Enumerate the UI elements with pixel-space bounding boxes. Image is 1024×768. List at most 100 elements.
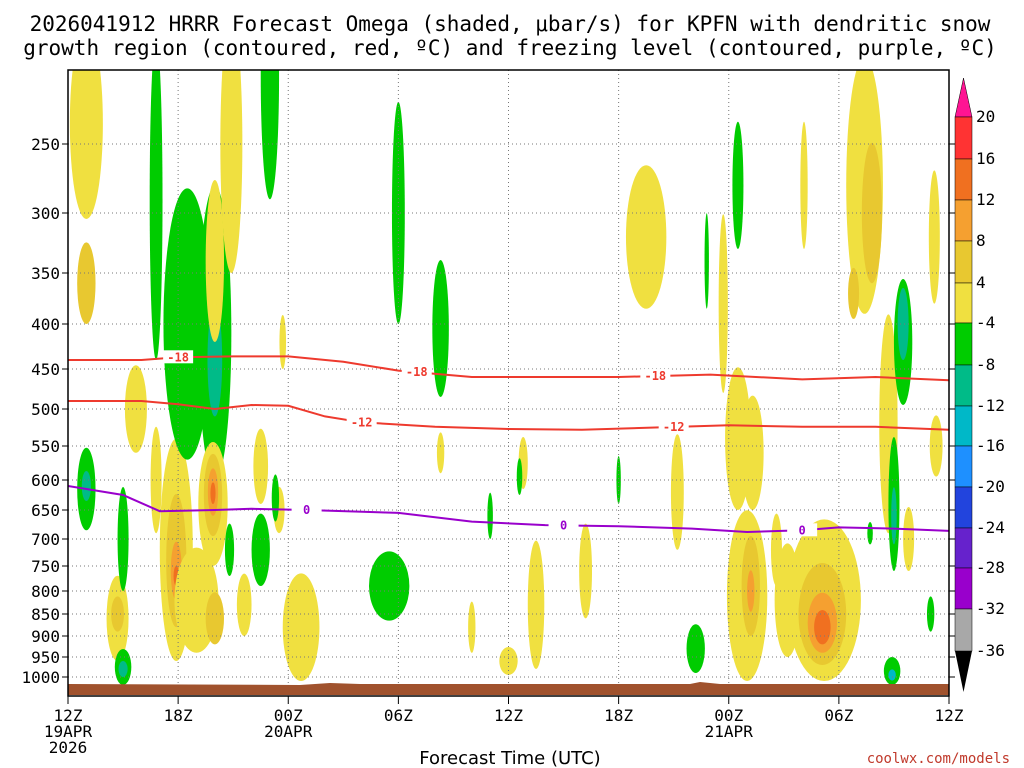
contour-label-bg	[548, 518, 579, 532]
omega-shade-w4-49	[670, 434, 684, 550]
watermark: coolwx.com/models	[867, 751, 1010, 767]
colorbar-segment	[954, 527, 973, 569]
omega-shade-w4-46	[579, 523, 593, 619]
omega-shade-c8-9	[118, 661, 128, 677]
contour-label--12: -12	[663, 420, 685, 434]
omega-shade-w4-19	[205, 180, 225, 342]
omega-shade-w8-25	[205, 592, 225, 645]
colorbar-label: -32	[976, 599, 1005, 618]
y-tick-label: 400	[31, 315, 60, 334]
colorbar-segment	[954, 364, 973, 407]
colorbar-label: -28	[976, 558, 1005, 577]
omega-shade-w4-45	[527, 540, 545, 669]
x-tick-sublabel: 2026	[49, 738, 88, 757]
omega-shade-w4-35	[282, 573, 320, 681]
omega-shade-w4-52	[718, 214, 728, 393]
chart-title-line-2: growth region (contoured, red, ºC) and f…	[23, 36, 997, 60]
x-tick-label: 06Z	[384, 706, 413, 725]
colorbar-label: -4	[976, 313, 995, 332]
colorbar-label: 12	[976, 190, 995, 209]
omega-shade-c4-31	[260, 70, 280, 200]
omega-shade-w4-0	[69, 70, 103, 219]
x-tick-sublabel: 21APR	[705, 722, 754, 741]
colorbar-label: 16	[976, 149, 995, 168]
colorbar-label: -24	[976, 518, 1005, 537]
colorbar-label: -20	[976, 477, 1005, 496]
omega-shade-c4-10	[149, 70, 163, 360]
y-tick-label: 1000	[21, 668, 60, 687]
colorbar-label: -16	[976, 436, 1005, 455]
omega-shade-c4-44	[516, 458, 523, 495]
colorbar-bottom-arrow	[955, 651, 972, 692]
contour--12	[68, 400, 949, 431]
colorbar-segment	[954, 158, 973, 201]
contour-label-bg	[401, 365, 432, 379]
omega-shade-w4-65	[800, 121, 808, 249]
omega-shade-w16-64	[814, 610, 831, 645]
y-tick-label: 700	[31, 530, 60, 549]
omega-shade-w4-42	[499, 647, 518, 675]
colorbar-top-arrow	[954, 77, 973, 118]
omega-shade-c8-6	[81, 471, 91, 501]
colorbar-segment	[954, 608, 973, 652]
y-tick-label: 550	[31, 437, 60, 456]
omega-shade-w8-68	[848, 267, 860, 319]
omega-shade-w8-3	[111, 596, 124, 632]
contour-label-0: 0	[560, 518, 567, 532]
x-tick-label: 00Z	[274, 706, 303, 725]
x-tick-label: 18Z	[164, 706, 193, 725]
y-tick-label: 850	[31, 605, 60, 624]
plot-area: -18 -18 -18 -12 -12 0 0 0	[67, 69, 950, 697]
omega-shade-c4-80	[926, 596, 935, 632]
omega-shade-w4-55	[741, 395, 764, 510]
contour-label-bg	[640, 369, 671, 383]
x-tick-label: 18Z	[604, 706, 633, 725]
x-tick-sublabel: 19APR	[44, 722, 93, 741]
omega-shade-c4-7	[117, 487, 129, 591]
y-tick-label: 300	[31, 204, 60, 223]
contour-label--12: -12	[351, 415, 373, 429]
omega-shade-w4-29	[253, 428, 269, 504]
omega-shade-c4-36	[391, 102, 405, 324]
contour-label-0: 0	[799, 523, 806, 537]
omega-shade-c4-41	[487, 492, 493, 539]
omega-shade-c4-33	[271, 474, 280, 522]
contour-label-bg	[291, 503, 322, 516]
omega-shade-c4-47	[616, 456, 621, 504]
contour-label--18: -18	[644, 369, 666, 383]
y-tick-label: 250	[31, 135, 60, 154]
x-tick-sublabel: 20APR	[264, 722, 313, 741]
colorbar-segment	[954, 405, 973, 447]
contour-label-bg	[787, 523, 818, 537]
y-tick-label: 600	[31, 471, 60, 490]
omega-shade-c4-37	[369, 551, 410, 621]
x-axis-label: Forecast Time (UTC)	[419, 748, 600, 768]
omega-shade-w4-78	[928, 170, 940, 304]
omega-shade-c4-38	[432, 260, 449, 397]
y-tick-label: 350	[31, 264, 60, 283]
colorbar-segment	[954, 282, 973, 324]
colorbar-segment	[954, 116, 973, 160]
omega-shade-c12-76	[888, 669, 896, 681]
contour-0	[68, 485, 949, 534]
x-tick-label: 12Z	[54, 706, 83, 725]
omega-shade-w4-28	[236, 573, 252, 636]
omega-shade-c4-77	[867, 522, 873, 545]
omega-shade-w8-1	[77, 242, 96, 324]
colorbar-label: -36	[976, 641, 1005, 660]
colorbar-segment	[954, 322, 973, 366]
contour-label-bg	[163, 350, 194, 364]
omega-shade-w4-39	[436, 432, 445, 474]
omega-shade-w4-34	[279, 315, 287, 369]
contour-label-0: 0	[303, 503, 310, 517]
colorbar-segment	[954, 567, 973, 610]
x-tick-label: 12Z	[935, 706, 964, 725]
omega-shade-c8-71	[897, 288, 909, 360]
contour-label--18: -18	[406, 365, 428, 379]
colorbar-label: -8	[976, 355, 995, 374]
colorbar-label: 20	[976, 107, 995, 126]
chart-title-line-1: 2026041912 HRRR Forecast Omega (shaded, …	[30, 12, 991, 36]
y-tick-label: 650	[31, 501, 60, 520]
omega-shade-w8-67	[861, 142, 883, 284]
